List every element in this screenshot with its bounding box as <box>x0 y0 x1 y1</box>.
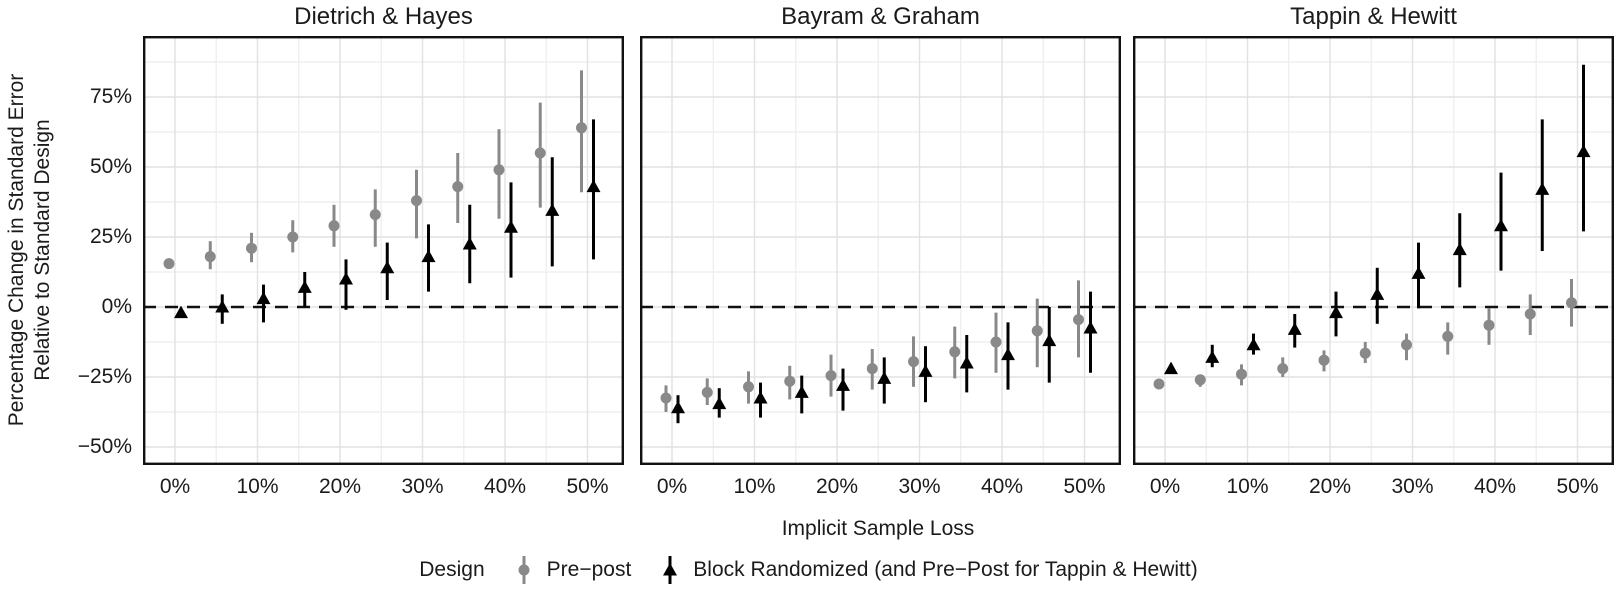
x-tick-label: 0% <box>656 475 688 498</box>
x-tick-label: 30% <box>898 475 941 498</box>
legend-item-label: Pre−post <box>546 558 632 581</box>
y-tick-label-n50: −50% <box>77 435 132 458</box>
legend-item-label: Block Randomized (and Pre−Post for Tappi… <box>693 558 1198 581</box>
y-tick-label-n25: −25% <box>77 365 132 388</box>
x-tick-label: 20% <box>815 475 859 498</box>
pre-post-pointrange-icon <box>518 556 530 584</box>
x-tick-label: 50% <box>1063 475 1106 498</box>
x-tick-label: 20% <box>1308 475 1352 498</box>
y-tick-label-25: 25% <box>89 225 132 248</box>
x-axis-tick-labels-panel1: 0% 10% 20% 30% 40% 50% <box>143 474 624 502</box>
legend-item-block-randomized: Block Randomized (and Pre−Post for Tappi… <box>659 553 1198 587</box>
panel-title-dietrich-hayes: Dietrich & Hayes <box>294 3 473 30</box>
x-tick-label: 0% <box>159 475 191 498</box>
y-axis-title-line1: Percentage Change in Standard Error <box>5 73 28 427</box>
plot-panel-dietrich-hayes <box>143 36 624 465</box>
x-tick-label: 10% <box>236 475 279 498</box>
x-tick-label: 0% <box>1149 475 1181 498</box>
x-tick-label: 50% <box>1556 475 1599 498</box>
plot-panel-tappin-hewitt <box>1133 36 1614 465</box>
x-tick-label: 10% <box>1226 475 1269 498</box>
x-tick-label: 40% <box>980 475 1024 498</box>
panel-title-bayram-graham: Bayram & Graham <box>781 3 980 30</box>
x-axis-tick-labels-panel3: 0% 10% 20% 30% 40% 50% <box>1133 474 1614 502</box>
y-tick-label-0: 0% <box>101 295 132 318</box>
x-tick-label: 30% <box>1391 475 1434 498</box>
x-axis-title: Implicit Sample Loss <box>781 517 975 540</box>
x-tick-label: 10% <box>733 475 776 498</box>
legend-item-pre-post: Pre−post <box>513 553 632 587</box>
x-tick-label: 40% <box>1473 475 1517 498</box>
y-axis-title: Percentage Change in Standard Error Rela… <box>4 74 56 427</box>
panel-title-tappin-hewitt: Tappin & Hewitt <box>1290 3 1457 30</box>
block-randomized-pointrange-icon <box>663 556 678 584</box>
plot-panel-bayram-graham <box>640 36 1121 465</box>
y-tick-label-75: 75% <box>89 85 132 108</box>
x-axis-tick-labels-panel2: 0% 10% 20% 30% 40% 50% <box>640 474 1121 502</box>
x-tick-label: 40% <box>483 475 527 498</box>
legend-title: Design <box>419 558 485 581</box>
x-tick-label: 50% <box>566 475 609 498</box>
y-tick-label-50: 50% <box>89 155 132 178</box>
legend: Design Pre−post Block Randomized (and Pr… <box>0 548 1617 592</box>
x-tick-label: 30% <box>401 475 444 498</box>
x-tick-label: 20% <box>318 475 362 498</box>
